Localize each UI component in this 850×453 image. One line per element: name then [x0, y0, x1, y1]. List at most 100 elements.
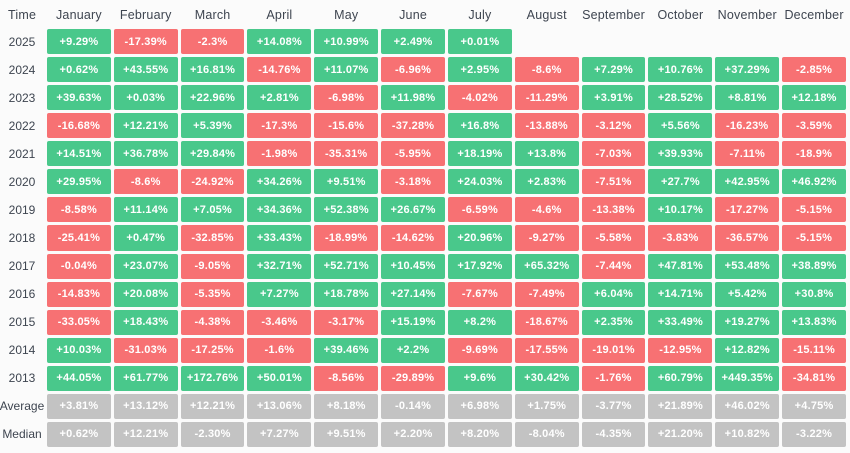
cell-2021-december: -18.9% — [782, 141, 846, 167]
row-label-2025: 2025 — [8, 34, 36, 49]
cell-2015-july: +8.2% — [447, 309, 512, 335]
row-label-2015: 2015 — [8, 315, 36, 330]
cell-2025-january: +9.29% — [47, 29, 111, 55]
cell-2017-october: +47.81% — [648, 253, 713, 279]
cell-2014-january: +10.03% — [47, 337, 111, 363]
cell-2013-november: +449.35% — [715, 365, 780, 391]
cell-2016-april: +7.27% — [247, 281, 312, 307]
cell-2017-august: +65.32% — [514, 253, 579, 279]
row-label-2018: 2018 — [8, 230, 36, 245]
cell-2022-january: -16.68% — [47, 113, 111, 139]
cell-2022-july: +16.8% — [447, 113, 512, 139]
cell-2016-july: -7.67% — [447, 281, 512, 307]
cell-2014-may: +39.46% — [314, 337, 379, 363]
cell-2025-june: +2.49% — [381, 29, 445, 55]
cell-2024-july: +2.95% — [447, 57, 512, 83]
cell-2013-august: +30.42% — [514, 365, 579, 391]
cell-2013-december: -34.81% — [782, 365, 846, 391]
cell-2019-december: -5.15% — [782, 197, 846, 223]
cell-2024-may: +11.07% — [314, 57, 379, 83]
cell-median-july: +8.20% — [447, 421, 512, 447]
cell-2015-may: -3.17% — [314, 309, 379, 335]
row-label-2016: 2016 — [8, 287, 36, 302]
cell-2024-january: +0.62% — [47, 57, 111, 83]
column-header-february: February — [119, 7, 172, 22]
cell-2020-september: -7.51% — [581, 169, 646, 195]
cell-median-january: +0.62% — [47, 421, 111, 447]
cell-2024-august: -8.6% — [514, 57, 579, 83]
cell-average-january: +3.81% — [47, 393, 111, 419]
cell-median-april: +7.27% — [247, 421, 312, 447]
cell-average-october: +21.89% — [648, 393, 713, 419]
cell-2017-january: -0.04% — [47, 253, 111, 279]
cell-2018-june: -14.62% — [381, 225, 445, 251]
cell-2021-february: +36.78% — [113, 141, 178, 167]
cell-2017-march: -9.05% — [180, 253, 245, 279]
cell-2014-october: -12.95% — [648, 337, 713, 363]
cell-2017-november: +53.48% — [715, 253, 780, 279]
cell-2025-may: +10.99% — [314, 29, 379, 55]
cell-2016-january: -14.83% — [47, 281, 111, 307]
cell-2021-april: -1.98% — [247, 141, 312, 167]
cell-median-october: +21.20% — [648, 421, 713, 447]
cell-2019-july: -6.59% — [447, 197, 512, 223]
column-header-august: August — [526, 7, 567, 22]
cell-2015-october: +33.49% — [648, 309, 713, 335]
cell-2023-january: +39.63% — [47, 85, 111, 111]
cell-2023-december: +12.18% — [782, 85, 846, 111]
cell-median-february: +12.21% — [113, 421, 178, 447]
cell-2014-december: -15.11% — [782, 337, 846, 363]
cell-2016-november: +5.42% — [715, 281, 780, 307]
cell-average-march: +12.21% — [180, 393, 245, 419]
cell-2025-april: +14.08% — [247, 29, 312, 55]
cell-2020-may: +9.51% — [314, 169, 379, 195]
cell-2020-october: +27.7% — [648, 169, 713, 195]
cell-2023-april: +2.81% — [247, 85, 312, 111]
cell-2022-may: -15.6% — [314, 113, 379, 139]
cell-2022-august: -13.88% — [514, 113, 579, 139]
cell-2014-march: -17.25% — [180, 337, 245, 363]
cell-2017-september: -7.44% — [581, 253, 646, 279]
cell-2015-january: -33.05% — [47, 309, 111, 335]
cell-average-april: +13.06% — [247, 393, 312, 419]
row-label-2020: 2020 — [8, 174, 36, 189]
cell-median-august: -8.04% — [514, 421, 579, 447]
cell-average-september: -3.77% — [581, 393, 646, 419]
cell-2017-february: +23.07% — [113, 253, 178, 279]
cell-2017-july: +17.92% — [447, 253, 512, 279]
cell-2019-june: +26.67% — [381, 197, 445, 223]
corner-header-time: Time — [8, 7, 37, 22]
cell-2023-february: +0.03% — [113, 85, 178, 111]
cell-median-march: -2.30% — [180, 421, 245, 447]
cell-2014-june: +2.2% — [381, 337, 445, 363]
cell-2017-april: +32.71% — [247, 253, 312, 279]
cell-2020-february: -8.6% — [113, 169, 178, 195]
cell-2024-december: -2.85% — [782, 57, 846, 83]
cell-2013-october: +60.79% — [648, 365, 713, 391]
cell-2016-september: +6.04% — [581, 281, 646, 307]
cell-median-june: +2.20% — [381, 421, 445, 447]
cell-2013-may: -8.56% — [314, 365, 379, 391]
cell-2018-april: +33.43% — [247, 225, 312, 251]
cell-2016-may: +18.78% — [314, 281, 379, 307]
cell-2023-november: +8.81% — [715, 85, 780, 111]
cell-2015-september: +2.35% — [581, 309, 646, 335]
row-label-2023: 2023 — [8, 90, 36, 105]
cell-2020-december: +46.92% — [782, 169, 846, 195]
empty-cell-2025-december — [782, 29, 846, 54]
cell-2014-february: -31.03% — [113, 337, 178, 363]
cell-2022-november: -16.23% — [715, 113, 780, 139]
cell-2021-may: -35.31% — [314, 141, 379, 167]
cell-2024-november: +37.29% — [715, 57, 780, 83]
cell-2025-february: -17.39% — [113, 29, 178, 55]
cell-2022-june: -37.28% — [381, 113, 445, 139]
column-header-january: January — [55, 7, 102, 22]
cell-2013-july: +9.6% — [447, 365, 512, 391]
cell-median-december: -3.22% — [782, 421, 846, 447]
cell-2018-december: -5.15% — [782, 225, 846, 251]
cell-2019-march: +7.05% — [180, 197, 245, 223]
cell-2017-may: +52.71% — [314, 253, 379, 279]
row-label-average: Average — [0, 399, 45, 414]
